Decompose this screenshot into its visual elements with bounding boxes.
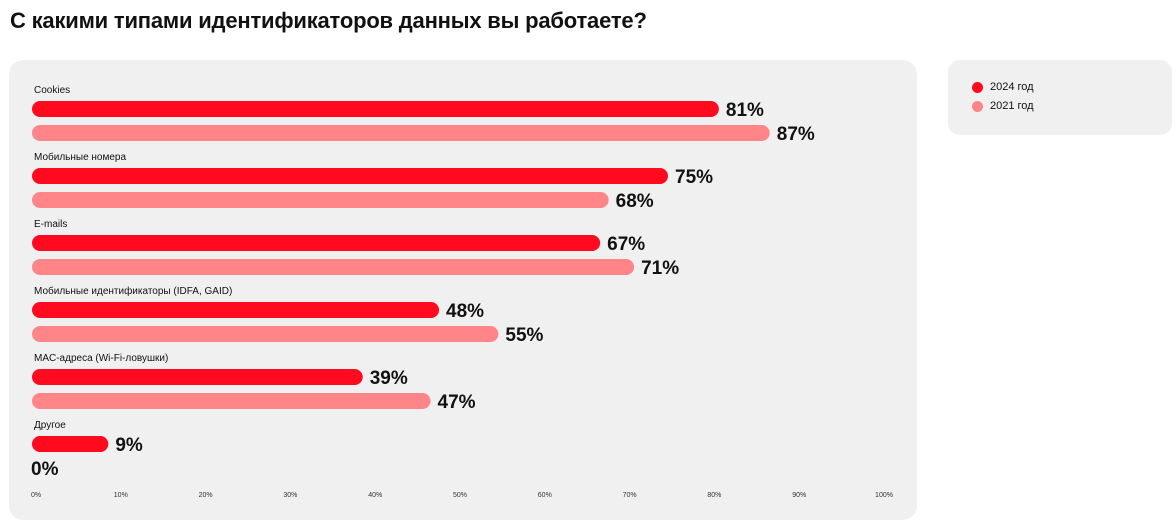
legend: 2024 год 2021 год bbox=[948, 60, 1172, 135]
bar-2021 bbox=[32, 393, 431, 409]
bar-2021 bbox=[32, 192, 609, 208]
chart-panel: Cookies 81% 87% Мобильные номера 75% 68% E-mai… bbox=[9, 60, 917, 520]
category-label: Мобильные номера bbox=[34, 151, 126, 163]
bar-2021 bbox=[32, 259, 635, 275]
bar-2024 bbox=[32, 235, 601, 251]
legend-label-2024: 2024 год bbox=[990, 81, 1034, 93]
bar-2024 bbox=[32, 168, 668, 184]
data-label: 0% bbox=[31, 459, 59, 480]
data-label: 81% bbox=[726, 100, 764, 121]
category-label: Другое bbox=[34, 420, 66, 431]
category-label: MAC-адреса (Wi-Fi-ловушки) bbox=[34, 353, 168, 364]
data-label: 67% bbox=[607, 234, 645, 255]
data-label: 39% bbox=[370, 368, 408, 389]
x-tick-label: 0% bbox=[31, 492, 41, 499]
bar-2021 bbox=[32, 125, 770, 141]
category-label: Мобильные идентификаторы (IDFA, GAID) bbox=[34, 285, 232, 297]
x-tick-label: 80% bbox=[707, 492, 721, 499]
legend-swatch-2021 bbox=[972, 100, 983, 112]
data-label: 75% bbox=[675, 167, 713, 188]
x-tick-label: 20% bbox=[199, 492, 213, 499]
x-tick-label: 30% bbox=[283, 492, 297, 499]
category-label: E-mails bbox=[34, 219, 67, 230]
x-tick-label: 70% bbox=[623, 492, 637, 499]
legend-label-2021: 2021 год bbox=[990, 100, 1034, 112]
legend-swatch-2024 bbox=[972, 81, 983, 93]
data-label: 55% bbox=[505, 325, 543, 346]
legend-item-2021: 2021 год bbox=[972, 100, 1034, 112]
bar-2024 bbox=[32, 101, 719, 117]
data-label: 68% bbox=[616, 191, 654, 212]
x-tick-label: 100% bbox=[875, 492, 893, 499]
x-tick-label: 90% bbox=[792, 492, 806, 499]
bar-2021 bbox=[32, 326, 499, 342]
legend-item-2024: 2024 год bbox=[972, 81, 1034, 93]
x-tick-label: 60% bbox=[538, 492, 552, 499]
data-label: 47% bbox=[438, 392, 476, 413]
x-tick-label: 50% bbox=[453, 492, 467, 499]
x-tick-label: 40% bbox=[368, 492, 382, 499]
data-label: 48% bbox=[446, 301, 484, 322]
page-title: С какими типами идентификаторов данных в… bbox=[10, 8, 647, 33]
category-label: Cookies bbox=[34, 85, 70, 96]
bar-chart: Cookies 81% 87% Мобильные номера 75% 68% E-mai… bbox=[31, 85, 893, 499]
data-label: 9% bbox=[115, 435, 143, 456]
bar-2024 bbox=[32, 436, 109, 452]
x-tick-label: 10% bbox=[114, 492, 128, 499]
data-label: 87% bbox=[777, 124, 815, 145]
bar-2024 bbox=[32, 302, 440, 318]
data-label: 71% bbox=[641, 258, 679, 279]
bar-2024 bbox=[32, 369, 363, 385]
